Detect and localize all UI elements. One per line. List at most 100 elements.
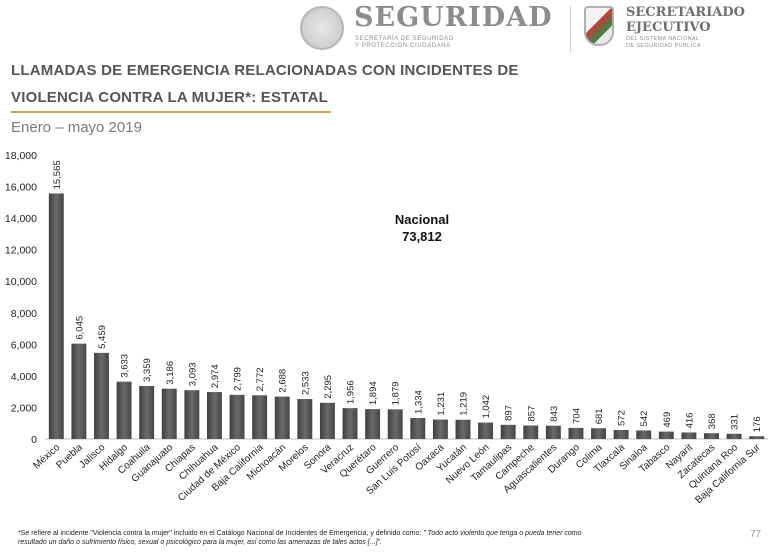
bar-value-label: 6,045 bbox=[74, 316, 85, 340]
bar-value-label: 704 bbox=[571, 408, 582, 424]
bar bbox=[410, 417, 426, 439]
page-number: 77 bbox=[750, 529, 762, 540]
bar bbox=[523, 425, 539, 439]
bar-value-label: 469 bbox=[662, 412, 673, 428]
sesnsp-logo-title: SECRETARIADO EJECUTIVO bbox=[626, 5, 745, 35]
bar bbox=[387, 409, 403, 439]
bar bbox=[319, 402, 335, 439]
national-total-value: 73,812 bbox=[402, 229, 442, 244]
bar-value-label: 572 bbox=[617, 410, 628, 426]
sesnsp-logo-subtitle-line1: DEL SISTEMA NACIONAL bbox=[626, 36, 700, 42]
y-tick-label: 16,000 bbox=[5, 182, 37, 194]
bar bbox=[161, 388, 177, 439]
bar-value-label: 857 bbox=[526, 406, 537, 422]
bar-value-label: 542 bbox=[639, 411, 650, 427]
title-underline bbox=[11, 111, 331, 113]
slide-title-line2: VIOLENCIA CONTRA LA MUJER*: ESTATAL bbox=[11, 89, 328, 106]
bar-value-label: 368 bbox=[707, 413, 718, 429]
y-tick-label: 18,000 bbox=[5, 150, 37, 162]
bar bbox=[342, 408, 358, 439]
footnote-quote-part2: resultado un daño o sufrimiento físico, … bbox=[18, 538, 382, 546]
footnote-text: *Se refiere al incidente "Violencia cont… bbox=[18, 530, 424, 537]
coat-of-arms-seal-icon bbox=[300, 6, 344, 50]
sesnsp-logo-subtitle-line2: DE SEGURIDAD PÚBLICA bbox=[626, 43, 701, 49]
bar bbox=[568, 427, 584, 439]
bar bbox=[94, 352, 109, 439]
bar bbox=[48, 193, 64, 439]
seguridad-logo-subtitle-line1: SECRETARÍA DE SEGURIDAD bbox=[355, 36, 454, 42]
bar bbox=[116, 381, 132, 439]
bar-value-label: 331 bbox=[730, 414, 741, 430]
bar-value-label: 843 bbox=[549, 406, 560, 422]
bar bbox=[658, 431, 674, 439]
bar-value-label: 1,956 bbox=[346, 380, 357, 404]
bar bbox=[591, 428, 607, 439]
sesnsp-shield-icon bbox=[584, 6, 614, 46]
bar bbox=[206, 392, 222, 439]
sesnsp-logo-subtitle: DEL SISTEMA NACIONAL DE SEGURIDAD PÚBLIC… bbox=[626, 36, 701, 50]
bar-value-label: 897 bbox=[504, 405, 515, 421]
bar-value-label: 2,974 bbox=[210, 364, 221, 388]
bar-value-label: 3,093 bbox=[187, 362, 198, 386]
y-tick-label: 8,000 bbox=[11, 308, 37, 320]
bar-value-label: 5,459 bbox=[97, 325, 108, 349]
y-tick-label: 10,000 bbox=[5, 276, 37, 288]
y-tick-label: 6,000 bbox=[11, 339, 37, 351]
y-tick-label: 0 bbox=[31, 434, 37, 446]
bar bbox=[274, 396, 290, 439]
bar-value-label: 1,042 bbox=[481, 395, 492, 419]
bar bbox=[749, 436, 765, 439]
bar bbox=[478, 422, 494, 439]
bar bbox=[681, 432, 697, 439]
y-tick-label: 4,000 bbox=[11, 371, 37, 383]
bar bbox=[139, 386, 155, 439]
national-total-label: Nacional bbox=[395, 212, 449, 227]
bar-value-label: 2,533 bbox=[300, 371, 311, 395]
bar-value-label: 1,334 bbox=[413, 390, 424, 414]
bar-value-label: 416 bbox=[684, 413, 695, 429]
bar bbox=[432, 419, 448, 439]
bar bbox=[365, 409, 381, 439]
seguridad-logo-title: SEGURIDAD bbox=[354, 2, 553, 33]
bar bbox=[229, 394, 245, 439]
bar-value-label: 3,633 bbox=[120, 354, 131, 378]
bar bbox=[613, 429, 629, 439]
bar bbox=[297, 399, 313, 439]
bar-value-label: 2,295 bbox=[323, 375, 334, 399]
y-tick-label: 2,000 bbox=[11, 402, 37, 414]
bar bbox=[252, 395, 268, 439]
bar bbox=[455, 419, 471, 439]
y-tick-label: 14,000 bbox=[5, 213, 37, 225]
bar-value-label: 1,219 bbox=[458, 392, 469, 416]
bar-value-label: 1,894 bbox=[368, 381, 379, 405]
bar-value-label: 2,688 bbox=[278, 369, 289, 393]
bar bbox=[71, 343, 87, 439]
sesnsp-logo-title-line2: EJECUTIVO bbox=[626, 20, 711, 35]
seguridad-logo-subtitle-line2: Y PROTECCIÓN CIUDADANA bbox=[355, 43, 451, 49]
slide-title-line1: LLAMADAS DE EMERGENCIA RELACIONADAS CON … bbox=[11, 62, 519, 79]
footnote-quote-part1: " Todo acto violento que tenga o pueda t… bbox=[423, 530, 582, 537]
slide-subtitle: Enero – mayo 2019 bbox=[11, 119, 142, 136]
header: SEGURIDAD SECRETARÍA DE SEGURIDAD Y PROT… bbox=[0, 0, 771, 62]
bar-value-label: 681 bbox=[594, 408, 605, 424]
bar-value-label: 15,565 bbox=[52, 160, 63, 189]
bar bbox=[184, 390, 200, 439]
bar-value-label: 2,799 bbox=[233, 367, 244, 391]
footnote: *Se refiere al incidente "Violencia cont… bbox=[18, 530, 718, 547]
bar-value-label: 2,772 bbox=[255, 367, 266, 391]
y-tick-label: 12,000 bbox=[5, 245, 37, 257]
bar-value-label: 176 bbox=[752, 416, 763, 432]
sesnsp-logo-title-line1: SECRETARIADO bbox=[626, 5, 745, 20]
bar bbox=[500, 424, 516, 439]
bar-chart: 0 2,000 4,000 6,000 8,000 10,000 12,000 14,000 1… bbox=[5, 150, 768, 506]
bar bbox=[545, 425, 561, 439]
bar bbox=[636, 430, 652, 439]
bar-value-label: 3,186 bbox=[165, 361, 176, 385]
bar-value-label: 1,231 bbox=[436, 392, 447, 416]
bar-value-label: 1,879 bbox=[391, 382, 402, 406]
bar-value-label: 3,359 bbox=[142, 358, 153, 382]
bar bbox=[726, 433, 742, 439]
logo-divider bbox=[570, 6, 571, 52]
seguridad-logo-subtitle: SECRETARÍA DE SEGURIDAD Y PROTECCIÓN CIU… bbox=[355, 36, 485, 50]
bar bbox=[704, 433, 719, 439]
